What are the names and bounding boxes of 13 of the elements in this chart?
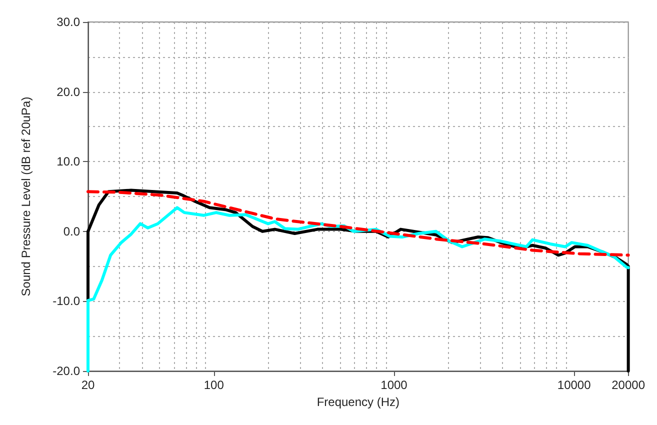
y-tick-label: 30.0	[56, 15, 80, 29]
y-tick-label: 0.0	[63, 224, 80, 238]
x-tick-label: 100	[204, 378, 224, 392]
x-tick-label: 20	[81, 378, 95, 392]
y-tick-label: -20.0	[52, 364, 80, 378]
x-tick-label: 20000	[612, 378, 646, 392]
y-tick-label: -10.0	[52, 294, 80, 308]
y-axis-title: Sound Pressure Level (dB ref 20uPa)	[19, 96, 33, 296]
x-tick-label: 1000	[380, 378, 408, 392]
x-tick-label: 10000	[557, 378, 592, 392]
x-axis-title: Frequency (Hz)	[316, 394, 400, 409]
y-tick-label: 20.0	[56, 84, 80, 99]
y-tick-label: 10.0	[56, 154, 80, 169]
